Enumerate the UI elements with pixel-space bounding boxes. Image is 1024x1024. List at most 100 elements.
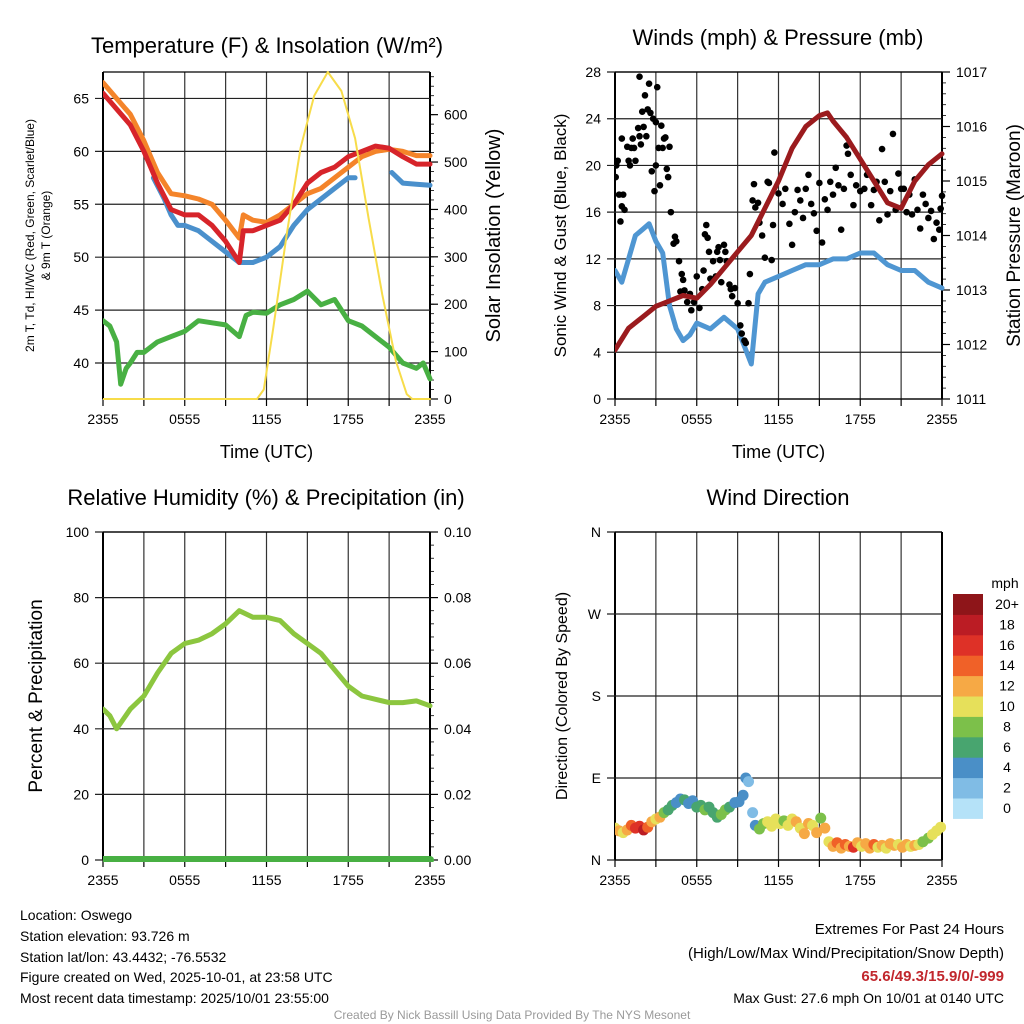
gust-point: [749, 197, 756, 204]
gust-point: [826, 178, 834, 186]
gust-point: [653, 83, 661, 91]
gust-point: [681, 287, 688, 294]
gust-point: [662, 134, 669, 141]
gust-point: [916, 225, 924, 232]
x-tick-label: 1755: [333, 411, 364, 427]
gust-point: [933, 219, 940, 226]
gust-point: [805, 171, 812, 179]
y-right-tick-label: 1011: [956, 391, 986, 407]
colorbar-swatch: [953, 777, 983, 799]
gust-point: [738, 330, 746, 337]
gust-point: [900, 185, 908, 193]
y-axis-label-right: Solar Insolation (Yellow): [483, 129, 505, 343]
chart-title: Temperature (F) & Insolation (W/m²): [91, 33, 443, 58]
wind-direction-point: [935, 821, 946, 833]
x-tick-label: 2355: [926, 872, 957, 888]
y-tick-label: 40: [73, 721, 89, 737]
chart-panel-1: Temperature (F) & Insolation (W/m²) 40 45 5…: [23, 33, 505, 462]
gust-point: [643, 132, 650, 140]
colorbar-label: 12: [999, 678, 1015, 694]
gust-point: [938, 192, 946, 200]
y-tick-label: 28: [585, 64, 601, 80]
gust-point: [722, 248, 729, 256]
wind-direction-point: [819, 822, 831, 834]
footer-timestamp: Most recent data timestamp: 2025/10/01 2…: [20, 990, 329, 1006]
colorbar-label: 8: [1003, 718, 1011, 734]
y-axis-label: Direction (Colored By Speed): [554, 592, 571, 800]
gust-point: [881, 178, 889, 186]
x-tick-label: 0555: [681, 872, 712, 888]
gust-point: [788, 241, 796, 249]
gust-point: [648, 167, 656, 175]
gust-point: [673, 238, 680, 245]
colorbar-label: 0: [1003, 800, 1011, 816]
gust-point: [813, 227, 820, 235]
gust-point: [720, 241, 728, 249]
credit-line: Created By Nick Bassill Using Data Provi…: [334, 1008, 691, 1022]
chart-title: Relative Humidity (%) & Precipitation (i…: [67, 485, 464, 510]
gust-point: [840, 185, 848, 193]
gust-point: [641, 92, 649, 99]
y-right-tick-label: 0.08: [444, 590, 471, 606]
footer-location: Location: Oswego: [20, 907, 132, 923]
gust-point: [715, 243, 722, 251]
colorbar-swatch: [953, 594, 983, 615]
y-tick-label: 20: [585, 157, 601, 173]
gust-point: [645, 80, 653, 87]
gust-point: [771, 149, 778, 156]
series-group: [103, 71, 433, 400]
chart-panel-4: Wind Direction N E S W N 2355 0555 1155 1755 2355 D…: [554, 485, 1019, 888]
gust-point: [619, 191, 627, 198]
y-right-tick-label: 500: [444, 154, 468, 170]
gust-point: [847, 171, 855, 179]
gust-point: [779, 200, 786, 208]
y-axis-label: & 9m T (Orange): [39, 191, 53, 281]
gust-point: [802, 185, 810, 193]
gust-point: [852, 181, 860, 189]
gust-point: [629, 135, 637, 142]
gust-point: [678, 270, 686, 278]
gust-point: [861, 185, 868, 193]
wind-direction-point: [743, 776, 755, 788]
gust-point: [837, 226, 845, 233]
gust-point: [835, 181, 842, 189]
x-tick-label: 1155: [763, 872, 793, 888]
gust-point: [889, 130, 897, 138]
gust-point: [618, 135, 626, 142]
gust-point: [638, 108, 646, 116]
x-tick-label: 2355: [414, 872, 445, 888]
gust-point: [615, 173, 619, 181]
colorbar-title: mph: [991, 575, 1018, 591]
gust-point: [769, 221, 777, 229]
x-tick-label: 1155: [251, 411, 281, 427]
gust-point: [656, 181, 664, 189]
gust-point: [675, 257, 683, 265]
colorbar-swatch: [953, 675, 983, 697]
y-tick-label: W: [588, 606, 602, 622]
gust-point: [659, 144, 666, 152]
gust-point: [930, 235, 938, 243]
gust-point: [702, 221, 710, 229]
y-right-tick-label: 0: [444, 391, 452, 407]
wind-direction-point: [747, 807, 759, 819]
y-right-tick-label: 400: [444, 201, 468, 217]
y-tick-label: 0: [593, 391, 601, 407]
x-tick-label: 2355: [87, 411, 118, 427]
gust-point: [818, 239, 826, 246]
x-axis-label: Time (UTC): [732, 442, 825, 462]
gust-point: [652, 118, 660, 126]
gust-point: [884, 211, 891, 218]
y-right-tick-label: 1013: [956, 282, 987, 298]
y-right-tick-label: 0.00: [444, 852, 471, 868]
y-right-tick-label: 200: [444, 296, 468, 312]
gust-point: [651, 187, 658, 195]
y-tick-label: 0: [81, 852, 89, 868]
gust-point: [761, 254, 769, 261]
x-tick-label: 0555: [169, 411, 200, 427]
gust-point: [765, 179, 773, 187]
y-tick-label: N: [591, 524, 601, 540]
gust-point: [794, 186, 801, 194]
y-right-tick-label: 0.04: [444, 721, 471, 737]
9m-t-line: [103, 80, 433, 241]
gust-point: [925, 214, 932, 222]
